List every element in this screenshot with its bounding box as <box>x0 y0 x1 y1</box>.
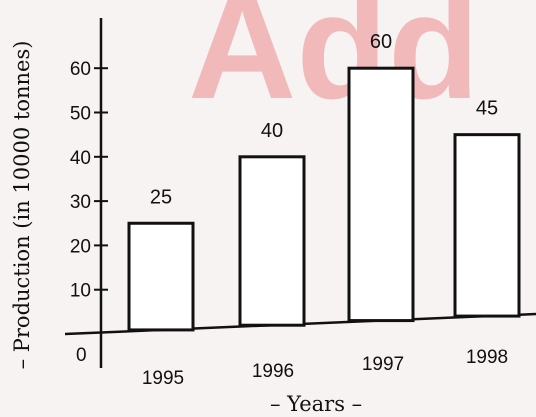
y-ticks: 10 20 30 40 50 60 <box>70 59 108 302</box>
data-label: 60 <box>370 31 392 53</box>
data-label: 40 <box>261 120 283 142</box>
bar <box>347 66 415 323</box>
y-tick-label: 60 <box>70 59 91 80</box>
origin-label: 0 <box>76 345 87 366</box>
y-tick-label: 10 <box>70 281 91 302</box>
data-label: 45 <box>476 98 498 120</box>
x-tick-labels: 1995 1996 1997 1998 <box>142 347 508 389</box>
y-tick-label: 30 <box>70 192 91 213</box>
y-axis-title: – Production (in 10000 tonnes) <box>10 41 34 370</box>
x-tick-label: 1997 <box>362 354 404 375</box>
bars: 25 40 60 45 <box>127 31 521 332</box>
x-tick-label: 1995 <box>142 368 184 389</box>
bar <box>453 133 521 318</box>
x-tick-label: 1998 <box>466 347 508 368</box>
y-tick-label: 40 <box>70 148 91 169</box>
y-tick-label: 50 <box>70 104 91 125</box>
data-label: 25 <box>150 186 172 208</box>
y-tick-label: 20 <box>70 236 91 257</box>
x-axis-title: – Years – <box>270 392 362 416</box>
x-tick-label: 1996 <box>252 361 294 382</box>
bar <box>238 155 306 327</box>
watermark-logo: Add <box>188 0 480 130</box>
bar <box>127 221 195 332</box>
